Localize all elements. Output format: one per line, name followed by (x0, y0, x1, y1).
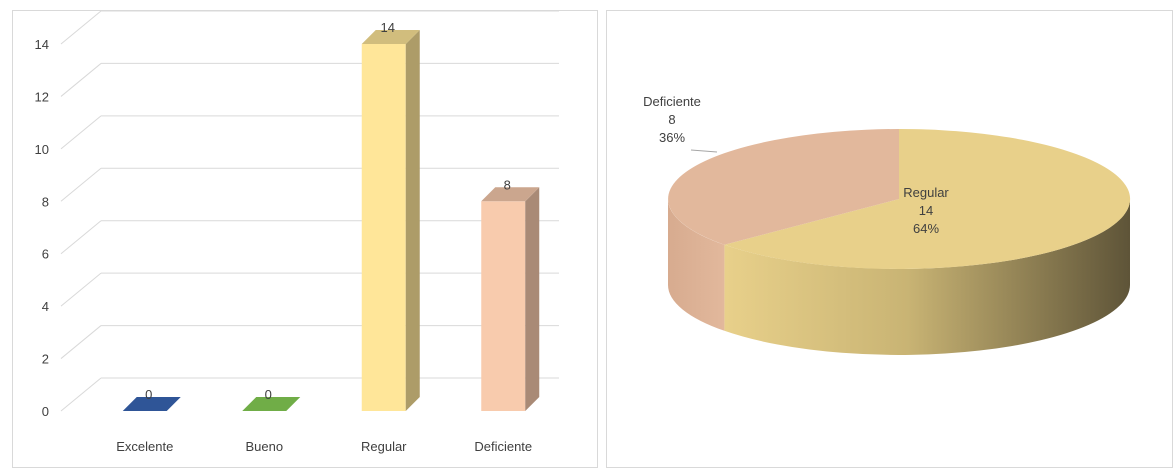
data-label: 0 (265, 387, 272, 402)
y-tick-label: 0 (42, 404, 49, 419)
data-label-line: Deficiente (643, 94, 701, 109)
bar-deficiente (481, 187, 540, 411)
data-label: 0 (145, 387, 152, 402)
y-tick-label: 10 (35, 142, 49, 157)
pie-chart: Regular 14 64% Deficiente 8 36% (643, 94, 1131, 355)
y-tick-label: 2 (42, 352, 49, 367)
leader-line (690, 149, 718, 153)
x-tick-label: Deficiente (474, 439, 532, 454)
bar-excelente (122, 397, 181, 411)
pie-chart-panel: Regular 14 64% Deficiente 8 36% (606, 10, 1173, 468)
y-tick-label: 8 (42, 194, 49, 209)
gridline-diagonal (60, 63, 102, 97)
y-tick-label: 4 (42, 299, 49, 314)
bar-top (481, 187, 540, 202)
y-tick-label: 6 (42, 247, 49, 262)
data-label-deficiente: Deficiente 8 36% (643, 94, 701, 145)
pie-side-regular (724, 199, 1130, 355)
y-tick-label: 14 (35, 37, 49, 52)
gridlines (60, 11, 559, 412)
bar-top (361, 30, 420, 44)
x-tick-label: Bueno (245, 439, 283, 454)
data-label-line: 64% (913, 221, 939, 236)
gridline-diagonal (60, 220, 102, 255)
bar-front (361, 44, 406, 411)
gridline-diagonal (60, 115, 102, 150)
gridline-diagonal (60, 167, 102, 202)
data-label-regular: Regular 14 64% (903, 185, 949, 236)
gridline-diagonal (60, 11, 102, 45)
bar-top (242, 397, 301, 411)
bar-front (481, 201, 526, 411)
data-label-line: 8 (668, 112, 675, 127)
bar-chart: 0 2 4 6 8 10 12 14 0 Excelente 0 Bueno 14 Regular 8 Def… (35, 11, 559, 454)
bar-side (405, 30, 420, 411)
bar-regular (361, 30, 420, 411)
gridline-diagonal (60, 377, 102, 412)
pie-slice-regular (724, 129, 1131, 269)
y-tick-label: 12 (35, 89, 49, 104)
pie-slice-deficiente (668, 129, 899, 245)
bar-top (122, 397, 181, 411)
data-label-line: 36% (659, 130, 685, 145)
x-tick-label: Excelente (116, 439, 173, 454)
data-label: 8 (504, 177, 511, 192)
pie-side-deficiente (668, 199, 725, 331)
data-label-line: 14 (919, 203, 933, 218)
pie-3d (668, 129, 1131, 355)
data-label: 14 (381, 20, 395, 35)
bar-bueno (242, 397, 301, 411)
x-tick-label: Regular (361, 439, 407, 454)
data-label-line: Regular (903, 185, 949, 200)
gridline-diagonal (60, 272, 102, 307)
bar-chart-panel: 0 2 4 6 8 10 12 14 0 Excelente 0 Bueno 14 Regular 8 Def… (12, 10, 598, 468)
gridline-diagonal (60, 325, 102, 359)
bar-side (525, 187, 540, 411)
